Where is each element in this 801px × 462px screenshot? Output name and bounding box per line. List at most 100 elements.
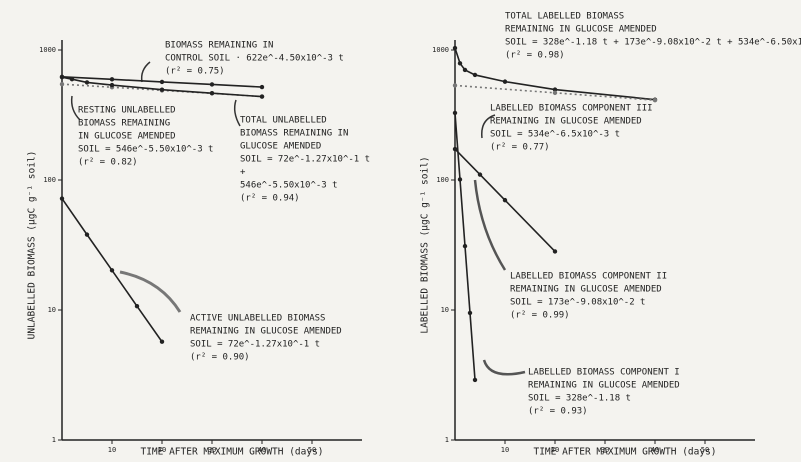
- x-tick-label: 50: [701, 446, 709, 454]
- data-point: [552, 87, 558, 92]
- data-point: [502, 197, 508, 203]
- data-point: [59, 196, 65, 201]
- data-point: [59, 74, 65, 80]
- annotation: 546e^-5.50x10^-3 t: [240, 181, 338, 191]
- data-point: [109, 77, 115, 82]
- x-tick-label: 40: [258, 446, 266, 454]
- x-tick-label: 20: [158, 446, 166, 454]
- y-tick-label: 1: [445, 436, 449, 444]
- annotation: REMAINING IN GLUCOSE AMENDED: [505, 25, 657, 35]
- data-point: [209, 82, 215, 87]
- data-point: [652, 98, 658, 103]
- annotation: (r² = 0.99): [510, 311, 570, 321]
- data-point: [59, 81, 65, 87]
- data-point: [452, 83, 458, 88]
- annotation: (r² = 0.82): [78, 158, 138, 168]
- x-tick-label: 40: [651, 446, 659, 454]
- annotation: (r² = 0.77): [490, 143, 550, 153]
- arrow: [482, 359, 526, 376]
- x-tick-label: 20: [551, 446, 559, 454]
- y-tick-label: 10: [441, 306, 449, 314]
- annotation: IN GLUCOSE AMENDED: [78, 132, 176, 142]
- annotation: SOIL = 328e^-1.18 t + 173e^-9.08x10^-2 t…: [505, 38, 801, 48]
- annotation: LABELLED BIOMASS COMPONENT I: [528, 368, 680, 378]
- data-point: [457, 61, 463, 66]
- annotation: REMAINING IN GLUCOSE AMENDED: [510, 285, 662, 295]
- data-point: [259, 84, 265, 90]
- x-tick-label: 50: [308, 446, 316, 454]
- annotation: GLUCOSE AMENDED: [240, 142, 321, 152]
- annotation: SOIL = 173e^-9.08x10^-2 t: [510, 298, 645, 308]
- arrow: [140, 61, 151, 83]
- annotation: (r² = 0.75): [165, 67, 225, 77]
- annotation: BIOMASS REMAINING IN: [240, 129, 348, 139]
- data-point: [84, 232, 90, 237]
- annotation: BIOMASS REMAINING: [78, 119, 170, 129]
- data-point: [467, 310, 473, 316]
- data-point: [452, 110, 458, 116]
- data-point: [159, 339, 165, 344]
- series-line: [454, 148, 556, 253]
- data-point: [209, 91, 215, 96]
- y-axis-label: UNLABELLED BIOMASS (μgC g⁻¹ soil): [27, 151, 38, 340]
- data-point: [134, 303, 140, 309]
- y-tick-label: 1000: [39, 46, 56, 54]
- data-point: [552, 90, 558, 96]
- data-point: [552, 249, 558, 254]
- data-point: [477, 172, 483, 177]
- annotation: (r² = 0.90): [190, 353, 250, 363]
- data-point: [259, 94, 265, 99]
- data-point: [462, 67, 468, 73]
- annotation: REMAINING IN GLUCOSE AMENDED: [490, 117, 642, 127]
- data-point: [502, 79, 508, 84]
- annotation: CONTROL SOIL · 622e^-4.50x10^-3 t: [165, 54, 344, 64]
- arrow: [233, 99, 241, 127]
- data-point: [457, 177, 463, 182]
- data-point: [462, 243, 468, 249]
- data-point: [452, 146, 458, 152]
- x-axis-label: TIME AFTER MAXIMUM GROWTH (days): [140, 447, 323, 458]
- annotation: SOIL = 534e^-6.5x10^-3 t: [490, 130, 620, 140]
- data-point: [69, 77, 75, 82]
- annotation: TOTAL UNLABELLED: [240, 116, 327, 126]
- data-point: [159, 87, 165, 92]
- data-point: [84, 80, 90, 85]
- data-point: [109, 82, 115, 88]
- annotation: RESTING UNLABELLED: [78, 106, 176, 116]
- data-point: [159, 79, 165, 85]
- annotation: SOIL = 328e^-1.18 t: [528, 394, 631, 404]
- arrow: [481, 114, 496, 139]
- annotation: SOIL = 546e^-5.50x10^-3 t: [78, 145, 213, 155]
- data-point: [472, 72, 478, 78]
- annotation: BIOMASS REMAINING IN: [165, 41, 273, 51]
- annotation: SOIL = 72e^-1.27x10^-1 t: [190, 340, 320, 350]
- x-tick-label: 30: [208, 446, 216, 454]
- data-point: [472, 377, 478, 383]
- annotation: REMAINING IN GLUCOSE AMENDED: [190, 327, 342, 337]
- annotation: (r² = 0.98): [505, 51, 565, 61]
- annotation: TOTAL LABELLED BIOMASS: [505, 12, 624, 22]
- y-tick-label: 100: [436, 176, 449, 184]
- annotation: +: [240, 168, 246, 178]
- y-tick-label: 1000: [432, 46, 449, 54]
- annotation: REMAINING IN GLUCOSE AMENDED: [528, 381, 680, 391]
- arrow: [119, 270, 182, 313]
- y-tick-label: 1: [52, 436, 56, 444]
- data-point: [452, 45, 458, 51]
- annotation: LABELLED BIOMASS COMPONENT II: [510, 272, 667, 282]
- annotation: ACTIVE UNLABELLED BIOMASS: [190, 314, 325, 324]
- x-axis-label: TIME AFTER MAXIMUM GROWTH (days): [533, 447, 716, 458]
- annotation: SOIL = 72e^-1.27x10^-1 t: [240, 155, 370, 165]
- annotation: (r² = 0.94): [240, 194, 300, 204]
- annotation: (r² = 0.93): [528, 407, 588, 417]
- x-tick-label: 10: [108, 446, 116, 454]
- x-tick-label: 10: [501, 446, 509, 454]
- y-tick-label: 100: [43, 176, 56, 184]
- annotation: LABELLED BIOMASS COMPONENT III: [490, 104, 653, 114]
- y-tick-label: 10: [48, 306, 56, 314]
- data-point: [109, 268, 115, 273]
- arrow: [70, 95, 81, 121]
- arrow: [473, 179, 507, 271]
